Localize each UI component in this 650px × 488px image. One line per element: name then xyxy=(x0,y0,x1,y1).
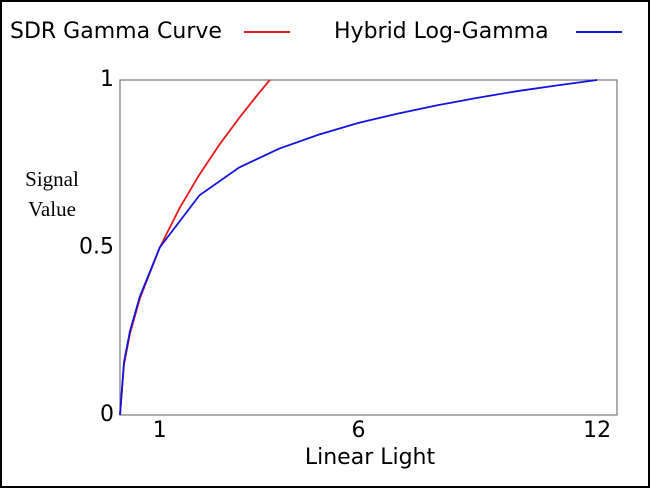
y-tick-label: 1 xyxy=(100,67,114,92)
y-tick-label: 0 xyxy=(100,402,114,427)
y-axis-label: Signal Value xyxy=(25,167,79,221)
legend-label: SDR Gamma Curve xyxy=(10,19,222,44)
x-tick-label: 12 xyxy=(583,418,611,443)
x-tick-label: 6 xyxy=(352,418,366,443)
x-axis-label: Linear Light xyxy=(305,445,436,470)
plot-area xyxy=(119,79,618,416)
legend-label: Hybrid Log-Gamma xyxy=(334,19,549,44)
x-tick-label: 1 xyxy=(153,418,167,443)
line-series xyxy=(119,79,271,416)
line-series xyxy=(119,79,598,416)
y-tick-label: 0.5 xyxy=(79,235,114,260)
